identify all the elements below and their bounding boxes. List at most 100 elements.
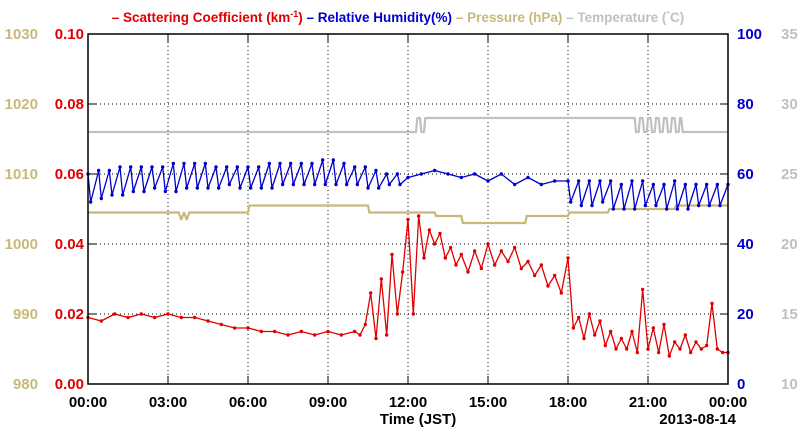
humidity-data-point xyxy=(195,186,200,190)
scattering-data-point xyxy=(614,347,618,351)
humidity-data-point xyxy=(566,179,570,183)
pressure-axis-tick-label: 1010 xyxy=(5,166,38,183)
scattering-data-point xyxy=(559,291,564,295)
humidity-data-point xyxy=(718,203,722,208)
x-axis-title: Time (JST) xyxy=(380,411,456,428)
humidity-data-point xyxy=(203,161,208,166)
temperature-series-line xyxy=(88,116,728,134)
scattering-data-point xyxy=(99,319,104,323)
humidity-data-point xyxy=(640,179,645,183)
scattering-data-point xyxy=(608,329,613,334)
date-label: 2013-08-14 xyxy=(659,411,736,428)
humidity-series-line xyxy=(87,159,729,210)
scattering-data-point xyxy=(379,277,384,281)
scattering-data-point xyxy=(219,322,224,327)
scattering-data-point xyxy=(454,263,458,267)
humidity-data-point xyxy=(398,182,402,187)
humidity-data-point xyxy=(256,165,261,169)
scattering-data-point xyxy=(358,333,362,337)
humidity-data-point xyxy=(600,200,605,204)
scattering-data-point xyxy=(710,301,714,306)
scattering-axis-tick-label: 0.08 xyxy=(55,96,84,113)
pressure-axis-tick-label: 980 xyxy=(13,376,38,393)
scattering-data-point xyxy=(546,284,550,288)
humidity-data-point xyxy=(160,165,165,169)
scattering-data-point xyxy=(179,315,184,320)
scattering-data-point xyxy=(166,312,170,316)
humidity-data-point xyxy=(128,165,133,169)
humidity-data-point xyxy=(619,182,624,187)
humidity-data-point xyxy=(206,186,210,190)
scattering-data-point xyxy=(126,315,130,320)
x-tick-label: 21:00 xyxy=(629,394,667,411)
humidity-data-point xyxy=(643,203,648,208)
humidity-data-point xyxy=(139,165,144,169)
scattering-data-point xyxy=(539,263,544,267)
humidity-data-point xyxy=(331,158,336,162)
temperature-axis-tick-label: 20 xyxy=(781,236,798,253)
temperature-axis-tick-label: 35 xyxy=(781,26,798,43)
scattering-data-point xyxy=(526,259,530,264)
scattering-data-point xyxy=(519,266,524,271)
humidity-data-point xyxy=(302,182,306,187)
scattering-data-point xyxy=(390,252,394,257)
humidity-data-point xyxy=(120,193,125,197)
scattering-data-point xyxy=(246,326,250,330)
humidity-data-point xyxy=(174,189,178,194)
x-tick-label: 18:00 xyxy=(549,394,587,411)
scattering-data-point xyxy=(656,350,661,355)
legend-degree: ° xyxy=(666,9,670,19)
humidity-data-point xyxy=(683,182,688,187)
humidity-data-point xyxy=(672,179,677,183)
humidity-data-point xyxy=(88,200,93,204)
humidity-data-point xyxy=(694,182,698,187)
humidity-data-point xyxy=(622,207,626,211)
scattering-data-point xyxy=(592,333,597,337)
scattering-data-point xyxy=(571,326,576,330)
humidity-data-point xyxy=(235,165,240,169)
humidity-data-point xyxy=(419,172,424,176)
legend: – Scattering Coefficient (km-1) – Relati… xyxy=(112,9,685,25)
scattering-data-point xyxy=(552,273,557,278)
pressure-axis-tick-label: 1030 xyxy=(5,26,38,43)
humidity-data-point xyxy=(163,189,168,194)
scattering-data-point xyxy=(635,350,640,355)
humidity-data-point xyxy=(568,200,573,204)
legend-entry: – Temperature ( xyxy=(562,10,667,25)
pressure-axis-tick-label: 1000 xyxy=(5,236,38,253)
humidity-data-point xyxy=(227,182,232,187)
scattering-data-point xyxy=(192,315,197,320)
axes-layer: 00:00 03:00 06:00 09:00 12:00 15:00 18:00 21:00… xyxy=(5,26,798,411)
scattering-data-point xyxy=(112,312,117,316)
humidity-data-point xyxy=(632,207,637,211)
humidity-data-point xyxy=(696,203,701,208)
humidity-data-point xyxy=(446,172,450,176)
humidity-data-point xyxy=(118,165,122,169)
humidity-data-point xyxy=(552,179,557,183)
humidity-axis-tick-label: 80 xyxy=(737,96,754,113)
scattering-data-point xyxy=(704,343,709,348)
series-layer xyxy=(86,116,730,358)
pressure-axis-tick-label: 1020 xyxy=(5,96,38,113)
humidity-data-point xyxy=(662,182,666,187)
scattering-data-point xyxy=(576,315,581,320)
temperature-axis-tick-label: 30 xyxy=(781,96,798,113)
humidity-data-point xyxy=(526,175,530,180)
scattering-data-point xyxy=(411,312,416,316)
humidity-data-point xyxy=(707,203,712,208)
humidity-data-point xyxy=(246,165,250,169)
scattering-data-point xyxy=(395,312,400,316)
scattering-data-point xyxy=(492,263,497,267)
humidity-data-point xyxy=(192,161,197,166)
humidity-data-point xyxy=(280,182,285,187)
scattering-data-point xyxy=(640,287,645,292)
scattering-data-point xyxy=(286,333,290,337)
scattering-data-point xyxy=(472,249,477,253)
scattering-data-point xyxy=(683,333,688,337)
humidity-data-point xyxy=(96,168,101,173)
humidity-data-point xyxy=(432,168,437,173)
humidity-data-point xyxy=(110,193,114,197)
humidity-data-point xyxy=(395,172,400,176)
scattering-data-point xyxy=(651,326,656,330)
scattering-data-point xyxy=(624,347,629,351)
